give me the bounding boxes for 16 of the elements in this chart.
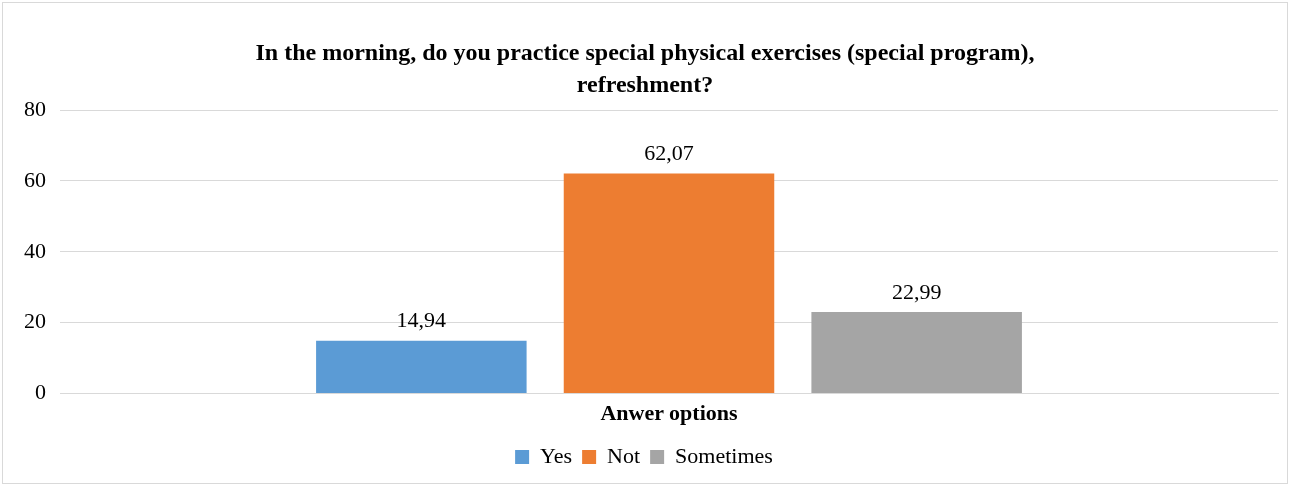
y-tick-label: 0 [35, 379, 46, 405]
legend-label: Not [607, 442, 641, 468]
x-tick-label: Anwer options [600, 400, 738, 426]
legend-label: Yes [540, 442, 573, 468]
data-label: 62,07 [644, 140, 694, 166]
y-tick-label: 60 [24, 166, 46, 192]
y-tick-label: 80 [24, 95, 46, 121]
y-tick-label: 20 [24, 308, 46, 334]
bar [811, 312, 1022, 394]
legend-label: Sometimes [675, 442, 773, 468]
data-label: 22,99 [891, 278, 942, 304]
chart-title: In the morning, do you practice special physical exercises (special program), refreshment? [254, 38, 1036, 99]
bar [316, 340, 527, 394]
y-tick-label: 40 [24, 237, 46, 263]
bar [563, 173, 775, 394]
data-label: 14,94 [396, 307, 447, 333]
